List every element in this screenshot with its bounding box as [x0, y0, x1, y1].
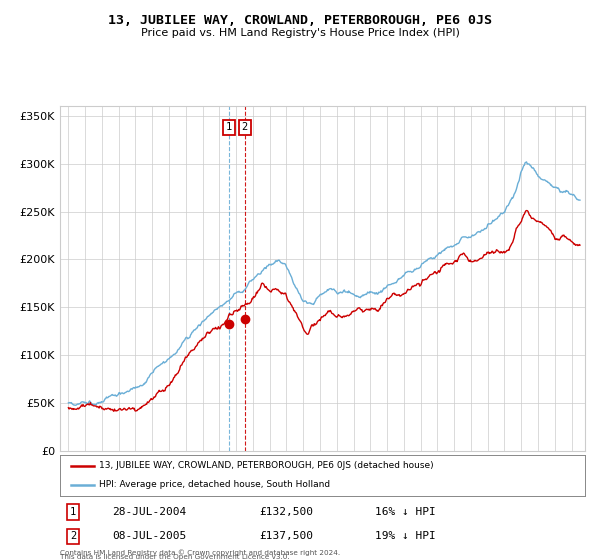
Text: 08-JUL-2005: 08-JUL-2005	[113, 531, 187, 542]
Text: This data is licensed under the Open Government Licence v3.0.: This data is licensed under the Open Gov…	[60, 554, 290, 560]
Text: 2: 2	[70, 531, 76, 542]
Text: £132,500: £132,500	[260, 507, 314, 517]
Text: 13, JUBILEE WAY, CROWLAND, PETERBOROUGH, PE6 0JS (detached house): 13, JUBILEE WAY, CROWLAND, PETERBOROUGH,…	[100, 461, 434, 470]
Text: HPI: Average price, detached house, South Holland: HPI: Average price, detached house, Sout…	[100, 480, 331, 489]
Text: 1: 1	[226, 123, 232, 133]
Text: Contains HM Land Registry data © Crown copyright and database right 2024.: Contains HM Land Registry data © Crown c…	[60, 549, 340, 556]
Text: Price paid vs. HM Land Registry's House Price Index (HPI): Price paid vs. HM Land Registry's House …	[140, 28, 460, 38]
Text: 1: 1	[70, 507, 76, 517]
Text: 13, JUBILEE WAY, CROWLAND, PETERBOROUGH, PE6 0JS: 13, JUBILEE WAY, CROWLAND, PETERBOROUGH,…	[108, 14, 492, 27]
Text: 19% ↓ HPI: 19% ↓ HPI	[375, 531, 436, 542]
Text: 16% ↓ HPI: 16% ↓ HPI	[375, 507, 436, 517]
Text: 2: 2	[242, 123, 248, 133]
Text: 28-JUL-2004: 28-JUL-2004	[113, 507, 187, 517]
Text: £137,500: £137,500	[260, 531, 314, 542]
